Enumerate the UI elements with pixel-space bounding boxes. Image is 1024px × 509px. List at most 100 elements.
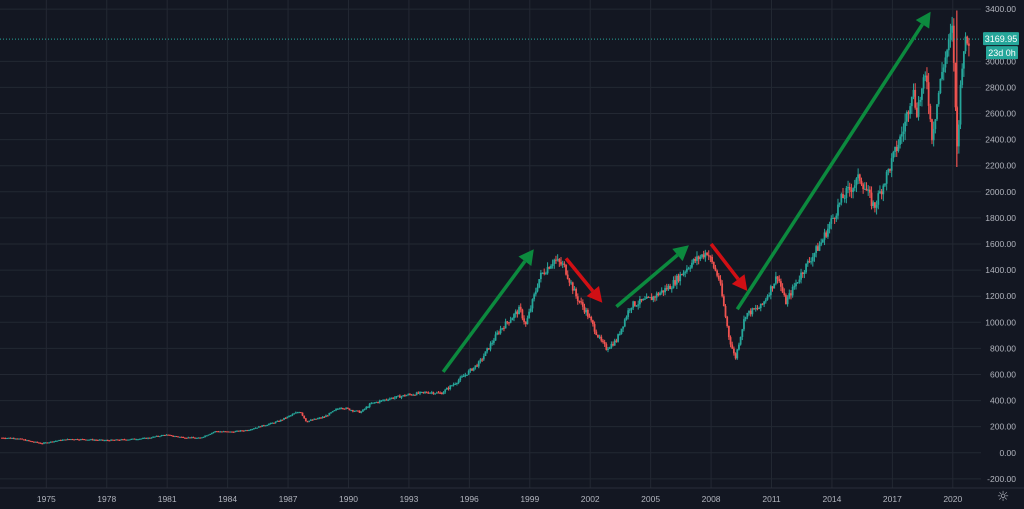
candle-body (4, 438, 7, 440)
candle-body (654, 296, 656, 298)
candle-body (939, 79, 942, 94)
candle-body (580, 301, 583, 303)
candle-body (27, 440, 30, 442)
candle-body (456, 383, 458, 385)
candle-body (356, 410, 359, 412)
candle-body (326, 415, 329, 417)
candle-body (719, 279, 722, 284)
candle-body (679, 274, 682, 282)
candle-body (135, 439, 138, 441)
candle-body (597, 334, 599, 338)
candle-body (237, 430, 240, 432)
candle-body (879, 191, 881, 194)
candle-body (205, 435, 208, 437)
candle-body (897, 144, 900, 151)
candle-body (309, 419, 312, 421)
candle-body (390, 397, 393, 399)
candle-body (714, 267, 717, 271)
time-axis-tick: 1981 (158, 494, 177, 504)
candle-body (936, 104, 938, 120)
candle-body (763, 301, 766, 305)
time-axis[interactable]: 1975 1978 1981 1984 1987 1990 1993 1996 1999 2002… (0, 487, 1024, 504)
candle-body (105, 440, 107, 442)
candle-body (174, 436, 176, 438)
trend-arrow-up (615, 245, 689, 308)
candle-body (336, 408, 339, 410)
candle-body (405, 395, 408, 397)
candle-body (106, 440, 109, 442)
candle-body (246, 430, 248, 432)
candle-body (731, 344, 734, 349)
candle-body (195, 437, 198, 439)
candle-body (808, 261, 811, 263)
candle-body (857, 174, 860, 179)
candle-body (588, 316, 591, 318)
candle-body (333, 410, 336, 412)
candle-body (259, 426, 262, 428)
candle-body (477, 361, 480, 367)
gear-icon[interactable]: ☼ (996, 489, 1010, 505)
price-axis[interactable]: -200.00 0.00 200.00 400.00 600.00 800.00 1000.… (985, 4, 1016, 484)
price-axis-tick: 2200.00 (985, 161, 1016, 171)
candle-body (469, 368, 472, 371)
candle-body (298, 412, 301, 414)
candle-body (947, 38, 950, 51)
candle-body (194, 437, 196, 439)
time-axis-tick: 1996 (460, 494, 479, 504)
candle-body (462, 375, 465, 377)
candle-body (210, 432, 213, 434)
candle-body (331, 411, 334, 413)
candle-body (378, 400, 381, 403)
candle-body (293, 413, 295, 415)
candle-body (74, 439, 77, 441)
candle-body (652, 296, 655, 301)
candle-body (759, 303, 762, 309)
candle-body (123, 439, 126, 441)
last-price-badge (983, 32, 1019, 46)
candle-body (912, 89, 915, 97)
candle-body (422, 391, 425, 393)
candle-body (7, 437, 10, 439)
candle-body (798, 279, 801, 283)
candle-body (472, 367, 475, 371)
candle-body (375, 402, 378, 404)
candle-body (81, 439, 84, 441)
candle-body (946, 50, 948, 58)
candle-body (937, 93, 940, 105)
candle-body (850, 189, 853, 192)
candle-body (121, 439, 124, 441)
candle-body (299, 412, 302, 414)
candle-body (724, 305, 727, 317)
last-price-value: 3169.95 (985, 34, 1018, 44)
candle-body (286, 416, 289, 419)
candle-body (335, 409, 337, 411)
candle-body (761, 303, 764, 305)
candle-body (675, 275, 678, 285)
candle-body (68, 439, 71, 441)
candle-body (707, 255, 710, 257)
candle-body (219, 431, 222, 433)
time-axis-tick: 1990 (339, 494, 358, 504)
candle-body (437, 392, 440, 394)
candle-body (687, 268, 690, 270)
candle-body (350, 410, 353, 412)
candle-body (46, 442, 49, 444)
candle-body (54, 440, 57, 442)
candle-body (182, 436, 185, 438)
candle-body (370, 403, 373, 405)
candle-body (16, 438, 19, 440)
candle-body (625, 316, 628, 320)
candle-body (368, 403, 371, 407)
candle-body (66, 439, 69, 441)
candle-body (160, 435, 163, 437)
candle-body (91, 439, 94, 441)
candle-body (341, 408, 344, 410)
candle-body (318, 417, 321, 419)
candle-body (645, 296, 648, 299)
candle-body (921, 88, 923, 100)
candle-body (837, 204, 839, 216)
candle-body (234, 431, 237, 433)
candle-body (615, 340, 618, 342)
candle-body (494, 334, 497, 341)
